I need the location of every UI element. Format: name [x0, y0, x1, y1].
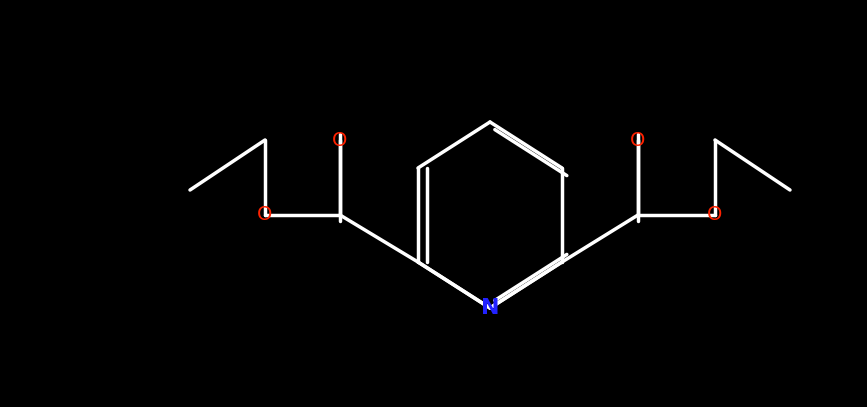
Text: O: O — [257, 206, 273, 225]
Text: O: O — [332, 131, 348, 149]
Text: O: O — [707, 206, 723, 225]
Text: O: O — [630, 131, 646, 149]
Text: N: N — [480, 298, 499, 318]
